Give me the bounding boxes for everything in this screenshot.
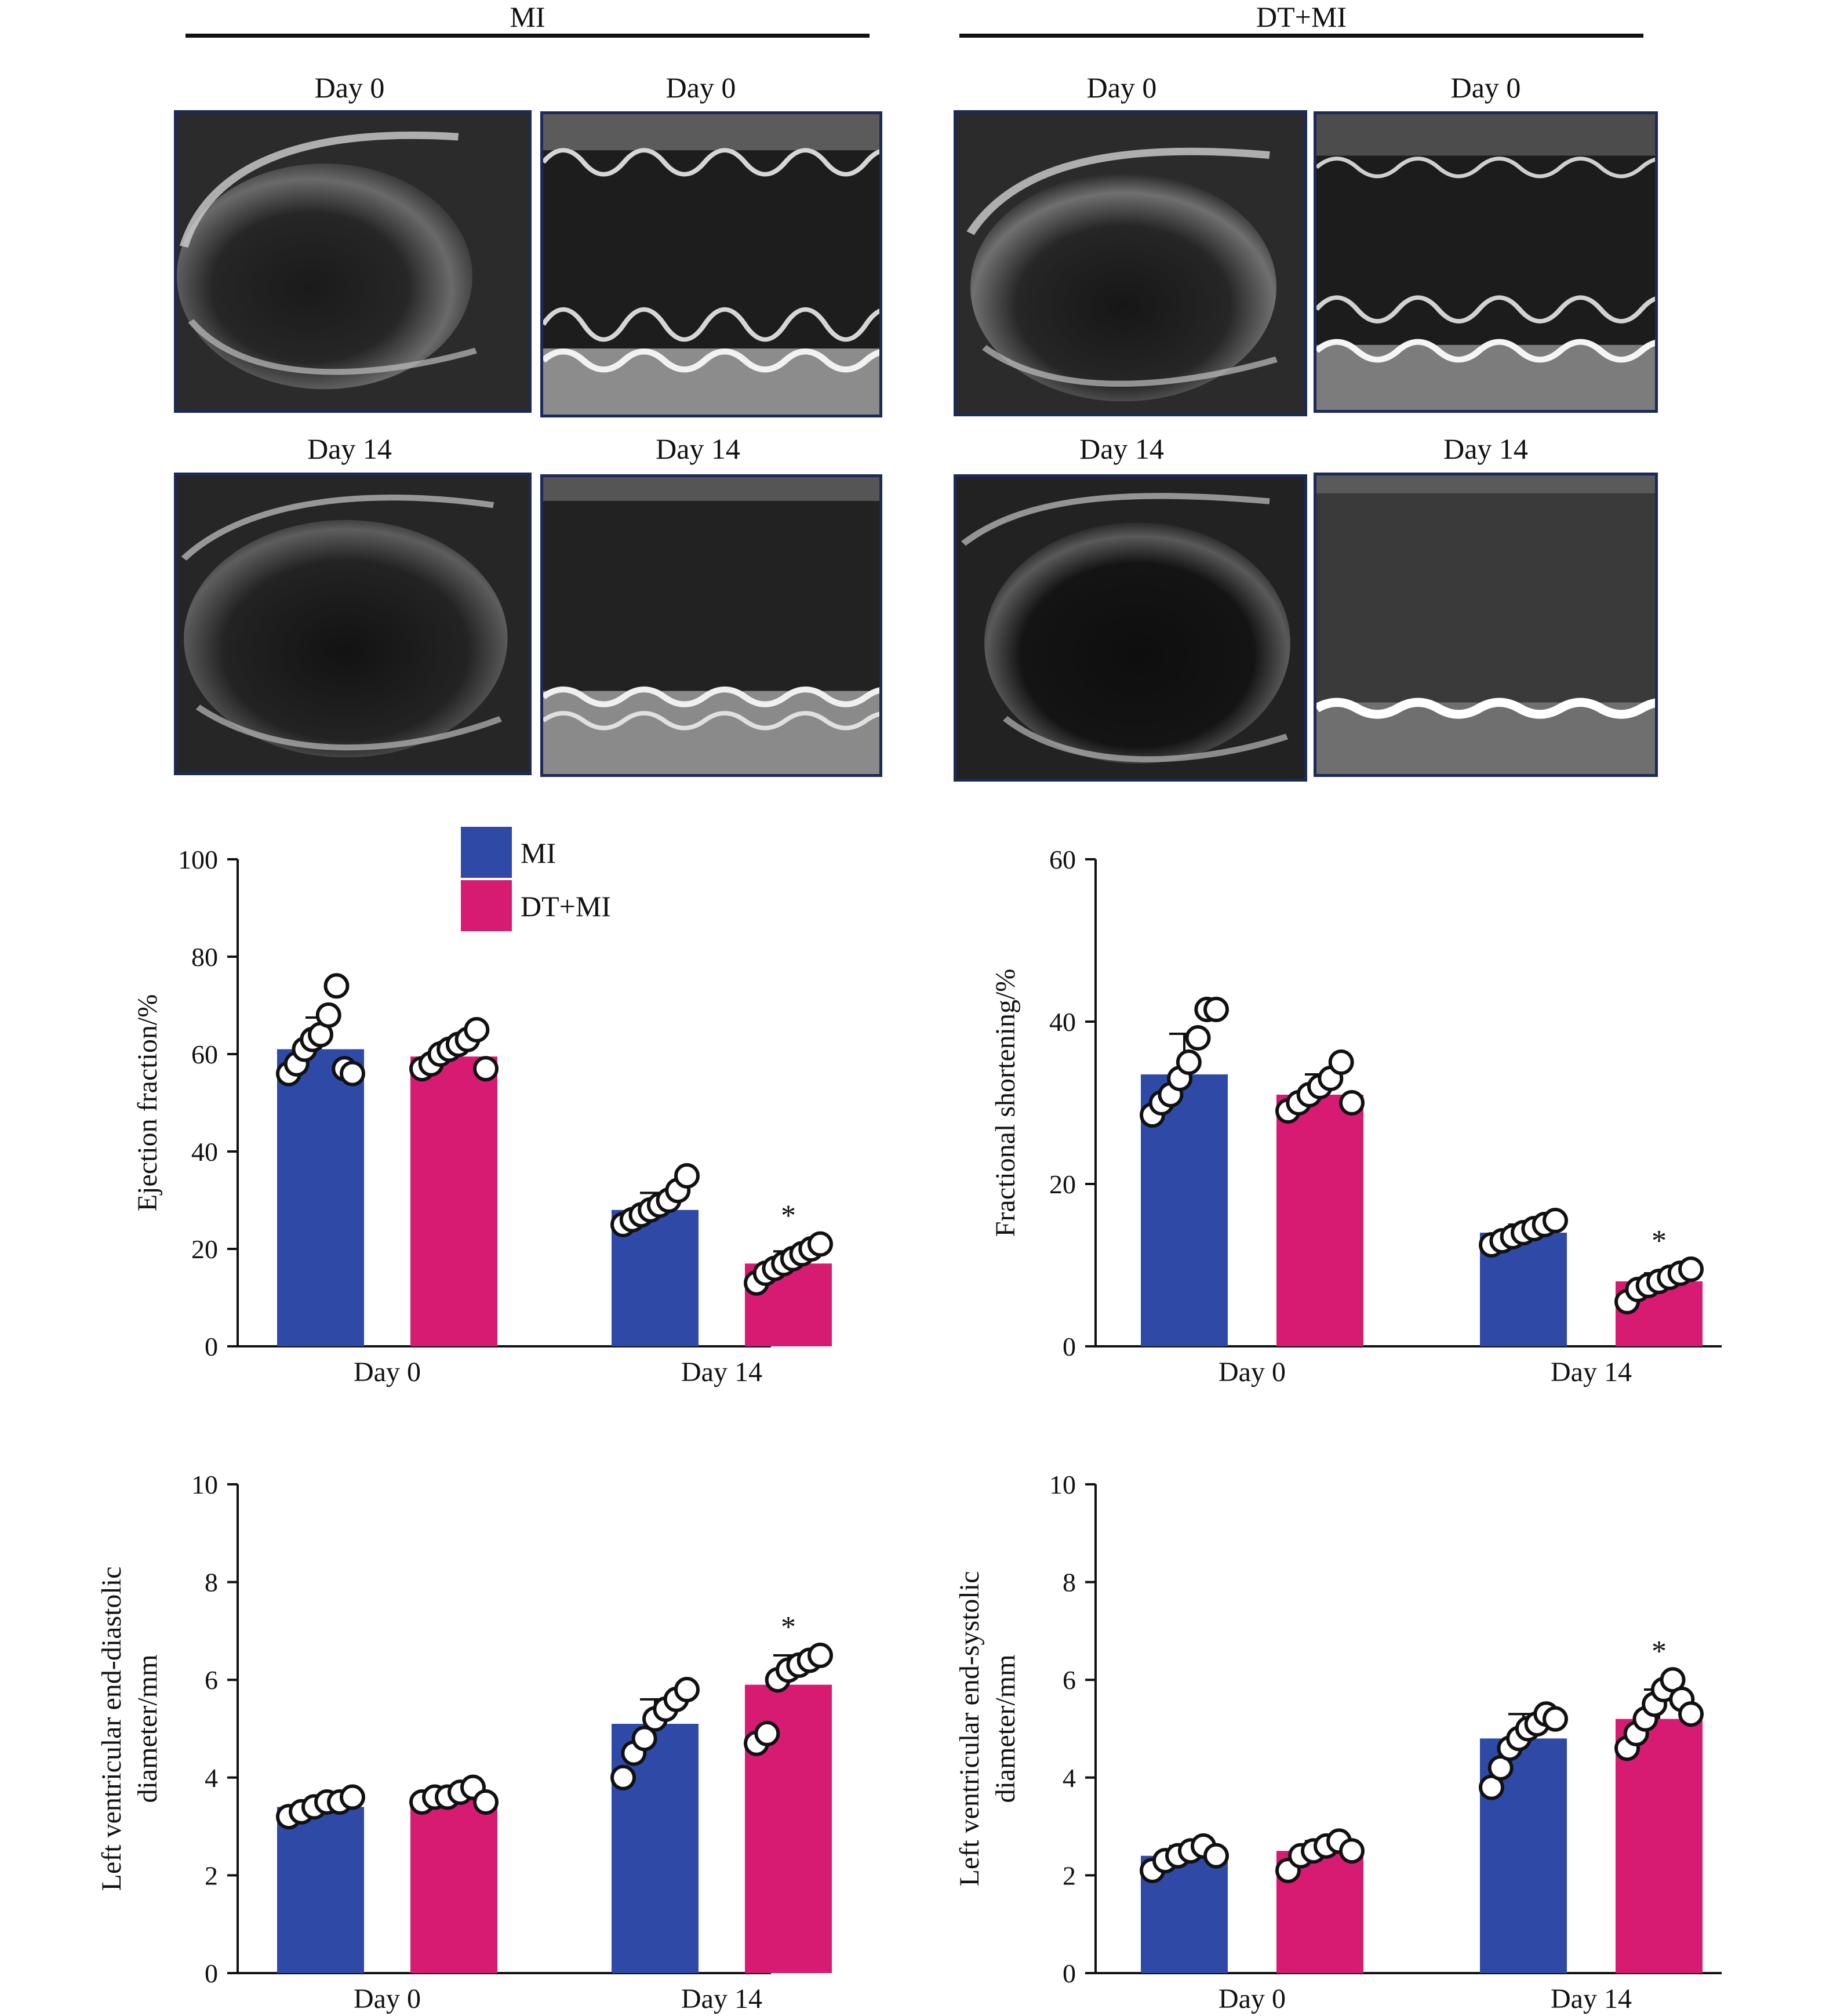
y-tick-label: 8 (205, 1568, 218, 1597)
data-point (674, 1163, 700, 1189)
echo-mmode-mi-day0 (540, 111, 882, 417)
group-rule-dtmi (959, 34, 1643, 38)
data-point (754, 1720, 780, 1746)
data-point (340, 1060, 365, 1087)
x-tick-label: Day 0 (354, 1357, 421, 1387)
legend-swatch-dt-mi (461, 880, 512, 931)
significance-marker: * (1652, 1635, 1667, 1668)
y-axis-label: Left ventricular end-diastolic (96, 1567, 127, 1891)
echo-mmode-dtmi-day0 (1314, 111, 1658, 413)
legend-label: DT+MI (521, 890, 611, 922)
y-tick-label: 4 (205, 1763, 218, 1793)
legend-label: MI (521, 837, 556, 869)
data-point (473, 1056, 499, 1082)
data-point (340, 1784, 365, 1810)
data-point (610, 1764, 636, 1790)
data-point (1543, 1706, 1568, 1732)
data-point (1339, 1838, 1365, 1864)
y-tick-label: 2 (1063, 1861, 1076, 1890)
data-point (473, 1789, 499, 1815)
data-point (1203, 1843, 1229, 1869)
y-tick-label: 6 (205, 1665, 218, 1695)
y-axis-label: diameter/mm (132, 1655, 163, 1803)
y-tick-label: 20 (191, 1234, 218, 1264)
label-mi-day14-bmode: Day 14 (307, 433, 392, 465)
data-point (464, 1017, 490, 1042)
echo-bmode-mi-day0 (174, 110, 532, 413)
legend-swatch-mi (461, 827, 512, 878)
echo-mmode-dtmi-day14 (1314, 473, 1658, 777)
data-point (1678, 1256, 1704, 1282)
x-tick-label: Day 14 (681, 1357, 762, 1387)
y-tick-label: 8 (1063, 1568, 1076, 1597)
label-mi-day0-mmode: Day 0 (665, 71, 736, 104)
significance-marker: * (781, 1611, 796, 1644)
data-point (1176, 1049, 1202, 1075)
label-mi-day0-bmode: Day 0 (314, 71, 385, 104)
group-title-dtmi: DT+MI (1256, 1, 1347, 33)
label-dtmi-day14-mmode: Day 14 (1443, 433, 1528, 465)
data-point (1185, 1025, 1211, 1051)
bar-mi (277, 1807, 364, 1973)
x-tick-label: Day 14 (1551, 1357, 1632, 1387)
data-point (807, 1231, 833, 1257)
label-dtmi-day0-bmode: Day 0 (1086, 71, 1157, 104)
y-tick-label: 60 (1049, 845, 1076, 874)
y-axis-label: diameter/mm (990, 1655, 1021, 1803)
data-point (631, 1726, 657, 1752)
data-point (807, 1643, 833, 1669)
bar-dt-mi (410, 1797, 497, 1973)
y-tick-label: 40 (191, 1137, 218, 1167)
label-dtmi-day14-bmode: Day 14 (1079, 433, 1164, 465)
significance-marker: * (1652, 1225, 1667, 1258)
y-tick-label: 0 (205, 1332, 218, 1361)
y-tick-label: 80 (191, 942, 218, 972)
y-tick-label: 4 (1063, 1763, 1076, 1793)
echo-bmode-mi-day14 (174, 473, 532, 775)
y-tick-label: 0 (205, 1959, 218, 1988)
data-point (1678, 1701, 1704, 1727)
bar-dt-mi (1276, 1095, 1363, 1346)
chart-ejection-fraction: 0 20 40 60 80 100 Ejection fraction/% Day 0 Day … (132, 827, 833, 1387)
echo-bmode-dtmi-day0 (954, 110, 1307, 416)
bar-dt-mi (1616, 1719, 1703, 1973)
bar-mi (277, 1049, 364, 1346)
label-dtmi-day0-mmode: Day 0 (1450, 71, 1521, 104)
chart-fractional-shortening: 0 20 40 60 Fractional shortening/% Day 0 Day 1… (990, 845, 1722, 1387)
chart-lv-end-systolic-diameter: 0 2 4 6 8 10 Left ventricular end-systolic diam… (954, 1470, 1722, 2014)
label-mi-day14-mmode: Day 14 (656, 433, 740, 465)
x-tick-label: Day 0 (354, 1984, 421, 2014)
data-point (1339, 1090, 1365, 1116)
y-tick-label: 0 (1063, 1332, 1076, 1361)
data-point (323, 973, 350, 999)
data-point (1328, 1049, 1354, 1075)
y-tick-label: 6 (1063, 1665, 1076, 1695)
x-tick-label: Day 0 (1218, 1357, 1286, 1387)
x-tick-label: Day 14 (1551, 1984, 1632, 2014)
data-point (315, 1002, 341, 1028)
y-axis-label: Fractional shortening/% (990, 969, 1021, 1237)
chart-lv-end-diastolic-diameter: 0 2 4 6 8 10 Left ventricular end-diastolic dia… (96, 1470, 833, 2014)
y-tick-label: 60 (191, 1040, 218, 1069)
data-point (674, 1677, 700, 1703)
y-tick-label: 10 (1049, 1470, 1076, 1499)
x-tick-label: Day 14 (681, 1984, 762, 2014)
echo-bmode-dtmi-day14 (954, 474, 1307, 782)
group-rule-mi (185, 34, 870, 38)
y-tick-label: 20 (1049, 1169, 1076, 1199)
significance-marker: * (781, 1200, 796, 1233)
y-tick-label: 100 (178, 845, 218, 874)
y-tick-label: 10 (191, 1470, 218, 1499)
group-title-mi: MI (510, 1, 545, 33)
data-point (1203, 997, 1229, 1022)
y-tick-label: 2 (205, 1861, 218, 1890)
x-tick-label: Day 0 (1218, 1984, 1286, 2014)
bar-dt-mi (410, 1056, 497, 1346)
echo-mmode-mi-day14 (540, 474, 882, 777)
y-tick-label: 0 (1063, 1959, 1076, 1988)
y-tick-label: 40 (1049, 1007, 1076, 1037)
y-axis-label: Left ventricular end-systolic (954, 1571, 985, 1887)
data-point (1543, 1208, 1568, 1233)
y-axis-label: Ejection fraction/% (132, 994, 163, 1212)
